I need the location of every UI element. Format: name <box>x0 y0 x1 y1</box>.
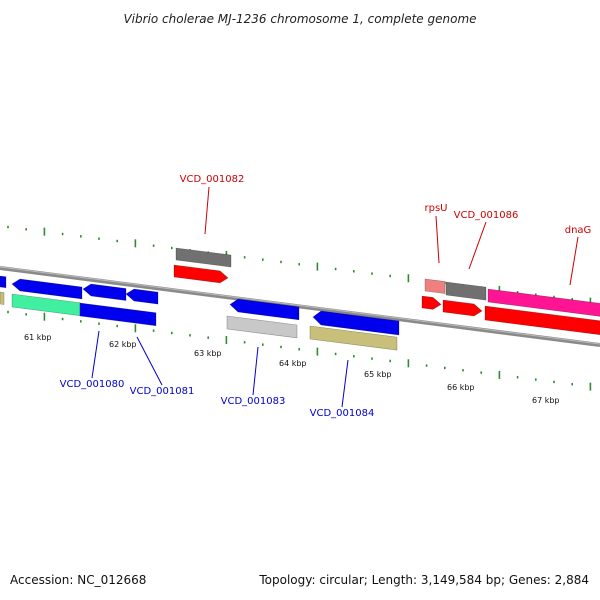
scale-label: 62 kbp <box>109 340 137 349</box>
scale-label: 66 kbp <box>447 383 475 392</box>
gene-blue-1 <box>11 278 83 300</box>
label-leader-line <box>435 215 440 264</box>
accession-text: Accession: NC_012668 <box>10 573 147 587</box>
gene-VCD_001086-grey <box>445 281 487 301</box>
gene-label: VCD_001082 <box>180 174 245 185</box>
scale-label: 64 kbp <box>279 359 307 368</box>
gene-VCD_001084-khaki <box>309 325 398 351</box>
gene-edge-blue <box>0 275 7 289</box>
gene-label: dnaG <box>565 225 592 236</box>
gene-label: VCD_001084 <box>310 408 375 419</box>
chromosome-backbone <box>0 266 600 347</box>
gene-dnaG-pink <box>487 288 600 317</box>
topology-summary: Topology: circular; Length: 3,149,584 bp… <box>259 573 589 587</box>
gene-VCD_001080-blue <box>79 302 157 327</box>
gene-VCD_001086-red <box>442 299 483 317</box>
gene-label: rpsU <box>425 203 448 214</box>
map-title: Vibrio cholerae MJ-1236 chromosome 1, co… <box>123 12 476 26</box>
gene-features <box>0 247 600 351</box>
gene-label: VCD_001083 <box>221 396 286 407</box>
gene-edge-khaki <box>0 291 5 305</box>
gene-labels: VCD_001082 rpsU VCD_001086 dnaG VCD_001080 VC… <box>60 174 592 419</box>
inner-tick-track <box>7 310 592 391</box>
gene-VCD_001083-grey <box>226 315 298 339</box>
gene-blue-5 <box>312 310 400 336</box>
gene-rpsU-red <box>421 295 442 310</box>
gene-label: VCD_001086 <box>454 210 519 221</box>
gene-blue-2 <box>82 283 127 301</box>
label-leader-line <box>204 186 210 235</box>
label-leader-line <box>252 346 259 396</box>
gene-label: VCD_001081 <box>130 386 195 397</box>
backbone-line <box>0 266 600 347</box>
backbone-highlight <box>0 266 600 345</box>
gene-blue-4 <box>229 298 300 321</box>
label-leader-line <box>468 221 487 270</box>
scale-label: 61 kbp <box>24 333 52 342</box>
gene-blue-3 <box>125 288 159 305</box>
gene-VCD_001082-grey <box>175 247 232 268</box>
gene-rpsU-salmon <box>424 278 446 294</box>
gene-dnaG-red <box>484 305 600 336</box>
label-leader-line <box>136 336 163 386</box>
scale-label: 63 kbp <box>194 349 222 358</box>
scale-label: 65 kbp <box>364 370 392 379</box>
gene-VCD_001082-red <box>173 264 229 284</box>
label-leader-line <box>91 330 100 379</box>
scale-label: 67 kbp <box>532 396 560 405</box>
gene-label: VCD_001080 <box>60 379 125 390</box>
scale-labels: 61 kbp 62 kbp 63 kbp 64 kbp 65 kbp 66 kbp 67 k… <box>24 333 560 405</box>
label-leader-line <box>569 236 579 286</box>
label-leader-line <box>341 359 349 408</box>
